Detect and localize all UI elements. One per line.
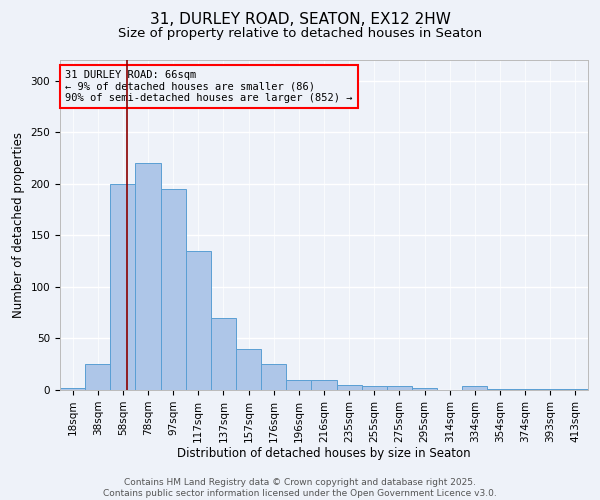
Bar <box>412 388 437 390</box>
Bar <box>186 251 211 390</box>
Bar <box>512 389 538 390</box>
Bar <box>236 349 261 390</box>
Bar <box>85 364 110 390</box>
Bar <box>337 385 362 390</box>
Text: 31, DURLEY ROAD, SEATON, EX12 2HW: 31, DURLEY ROAD, SEATON, EX12 2HW <box>149 12 451 28</box>
Bar <box>211 318 236 390</box>
Bar <box>261 364 286 390</box>
Bar <box>563 389 588 390</box>
Text: Size of property relative to detached houses in Seaton: Size of property relative to detached ho… <box>118 28 482 40</box>
Bar <box>362 386 387 390</box>
Bar <box>387 386 412 390</box>
Bar <box>286 380 311 390</box>
Bar <box>60 388 85 390</box>
Bar <box>538 389 563 390</box>
Bar <box>462 386 487 390</box>
X-axis label: Distribution of detached houses by size in Seaton: Distribution of detached houses by size … <box>177 448 471 460</box>
Bar <box>311 380 337 390</box>
Text: Contains HM Land Registry data © Crown copyright and database right 2025.
Contai: Contains HM Land Registry data © Crown c… <box>103 478 497 498</box>
Bar <box>110 184 136 390</box>
Bar <box>161 189 186 390</box>
Bar <box>136 163 161 390</box>
Y-axis label: Number of detached properties: Number of detached properties <box>12 132 25 318</box>
Bar <box>487 389 512 390</box>
Text: 31 DURLEY ROAD: 66sqm
← 9% of detached houses are smaller (86)
90% of semi-detac: 31 DURLEY ROAD: 66sqm ← 9% of detached h… <box>65 70 353 103</box>
